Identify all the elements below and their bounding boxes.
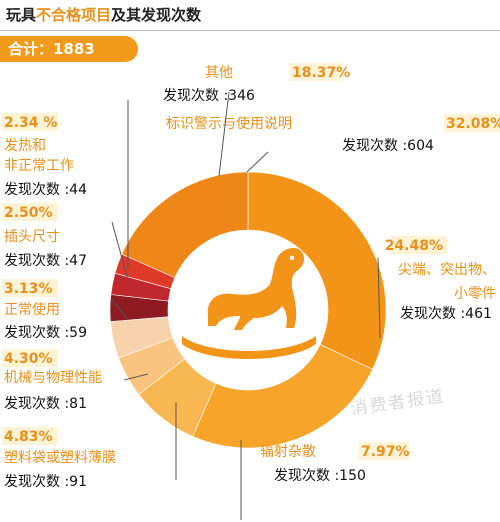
label-jixie: 机械与物理性能 4.30% 发现次数 :81 <box>2 349 149 412</box>
category-label-fushe: 辐射杂散 <box>260 444 316 460</box>
category-label-biaoshi: 标识警示与使用说明 <box>166 115 292 132</box>
leader-line-qita <box>218 91 230 177</box>
leader-line-jixie <box>123 373 149 381</box>
percent-label-biaoshi: 32.08% <box>446 116 500 132</box>
percent-label-jianduan: 24.48% <box>385 238 443 254</box>
rocking-horse-icon <box>182 248 316 359</box>
percent-label-jixie: 4.30% <box>4 351 53 367</box>
label-suliao: 塑料袋或塑料薄膜 4.83% 发现次数 :91 <box>2 402 177 490</box>
percent-bg-jianduan <box>391 236 447 254</box>
leader-line-chatou <box>111 221 129 281</box>
leader-line-zhengchang <box>111 299 129 321</box>
category-label-jianduan: 尖端、突出物、 <box>398 262 496 278</box>
count-label-jixie: 发现次数 :81 <box>4 396 87 412</box>
horse-body <box>207 248 305 330</box>
horse-rocker <box>182 336 316 359</box>
label-jianduan: 尖端、突出物、小零件 24.48% 发现次数 :461 <box>377 236 496 339</box>
percent-label-chatou: 2.50% <box>4 205 53 221</box>
count-label-chatou: 发现次数 :47 <box>4 253 87 269</box>
percent-bg-fushe <box>359 442 409 460</box>
leader-line-biaoshi <box>246 151 269 173</box>
percent-bg-biaoshi <box>444 114 500 132</box>
title-part-a: 玩具 <box>6 6 37 24</box>
category-label-jixie: 机械与物理性能 <box>4 370 102 386</box>
category-label-chatou: 插头尺寸 <box>4 229 60 245</box>
percent-label-suliao: 4.83% <box>4 429 53 445</box>
label-zhengchang: 正常使用 3.13% 发现次数 :59 <box>2 279 129 341</box>
percent-bg-suliao <box>2 427 58 445</box>
page-title: 玩具不合格项目及其发现次数 <box>0 0 500 30</box>
leader-line-jianduan <box>377 257 381 339</box>
percent-bg-chatou <box>2 203 58 221</box>
percent-bg-qita <box>290 63 342 81</box>
percent-bg-fare <box>2 113 58 131</box>
label-chatou: 插头尺寸 2.50% 发现次数 :47 <box>2 203 129 281</box>
percent-label-fare: 2.34 % <box>4 115 57 131</box>
count-label-fushe: 发现次数 :150 <box>274 468 366 484</box>
category-label-jianduan: 小零件 <box>454 286 496 302</box>
horse-eye <box>289 255 295 261</box>
count-label-zhengchang: 发现次数 :59 <box>4 325 87 341</box>
percent-label-qita: 18.37% <box>292 65 350 81</box>
category-label-qita: 其他 <box>205 65 233 81</box>
category-label-zhengchang: 正常使用 <box>4 301 60 318</box>
category-label-fare: 发热和 <box>4 138 46 154</box>
label-qita: 其他 18.37% 发现次数 :346 <box>163 63 350 177</box>
count-label-biaoshi: 发现次数 :604 <box>342 138 434 154</box>
title-highlight: 不合格项目 <box>36 6 112 24</box>
percent-bg-zhengchang <box>2 279 58 297</box>
count-label-suliao: 发现次数 :91 <box>4 474 87 490</box>
percent-label-zhengchang: 3.13% <box>4 281 53 297</box>
count-label-qita: 发现次数 :346 <box>163 88 255 104</box>
title-divider <box>0 30 500 31</box>
category-label-fare: 非正常工作 <box>4 158 74 174</box>
category-label-suliao: 塑料袋或塑料薄膜 <box>4 450 116 466</box>
label-biaoshi: 标识警示与使用说明 32.08% 发现次数 :604 <box>166 114 500 173</box>
count-label-fare: 发现次数 :44 <box>4 182 87 198</box>
percent-label-fushe: 7.97% <box>361 444 410 460</box>
label-fushe: 辐射杂散 7.97% 发现次数 :150 <box>240 440 410 520</box>
count-label-jianduan: 发现次数 :461 <box>400 306 492 322</box>
title-part-c: 及其发现次数 <box>111 6 202 24</box>
total-banner: 合计：1883 <box>0 36 138 62</box>
percent-bg-jixie <box>2 349 58 367</box>
